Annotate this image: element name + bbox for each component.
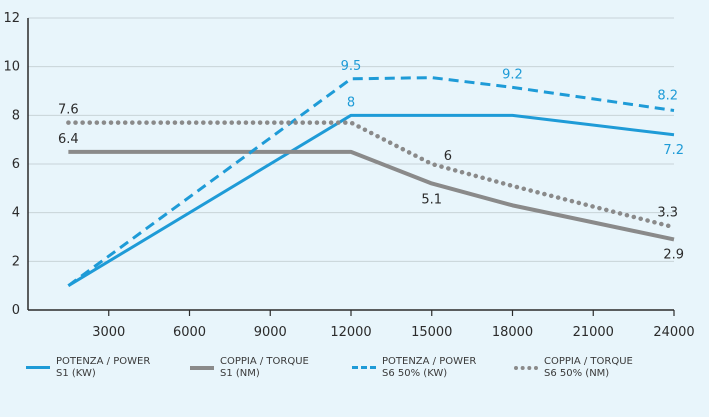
legend-swatch-torque-s1 xyxy=(190,366,214,370)
x-tick-label: 21000 xyxy=(573,325,614,340)
legend: POTENZA / POWER S1 (KW) COPPIA / TORQUE … xyxy=(0,352,709,412)
x-tick-label: 6000 xyxy=(173,325,206,340)
x-tick-label: 15000 xyxy=(411,325,452,340)
y-tick-label: 6 xyxy=(12,157,20,172)
grid-lines xyxy=(28,17,674,262)
legend-label-line1: POTENZA / POWER xyxy=(56,356,151,367)
legend-label-line1: POTENZA / POWER xyxy=(382,356,477,367)
data-label-power-s6: 9.2 xyxy=(502,67,523,82)
y-tick-label: 0 xyxy=(12,303,20,318)
series-line-power-s1 xyxy=(67,113,675,287)
x-tick-label: 9000 xyxy=(254,325,287,340)
y-tick-label: 4 xyxy=(12,206,20,221)
series-line-torque-s1 xyxy=(68,149,675,242)
legend-swatch-torque-s6 xyxy=(514,366,538,370)
y-tick-label: 12 xyxy=(3,11,20,26)
y-tick-label: 8 xyxy=(12,108,20,123)
data-label-torque-s1: 2.9 xyxy=(663,247,684,262)
data-label-power-s6: 8.2 xyxy=(657,88,678,103)
legend-swatch-power-s6 xyxy=(352,366,376,369)
series-line-power-s6 xyxy=(67,76,675,287)
legend-label-line2: S1 (KW) xyxy=(56,368,96,379)
y-tick-labels: 0 2 4 6 8 10 12 xyxy=(3,11,20,318)
series-lines xyxy=(66,76,677,287)
x-tick-label: 24000 xyxy=(653,325,694,340)
legend-swatch-power-s1 xyxy=(26,366,50,369)
x-tick-label: 18000 xyxy=(492,325,533,340)
data-label-torque-s1: 6.4 xyxy=(58,132,79,147)
y-tick-label: 10 xyxy=(3,60,20,75)
legend-label-line1: COPPIA / TORQUE xyxy=(544,356,633,367)
series-line-torque-s6 xyxy=(66,120,677,230)
legend-label-line1: COPPIA / TORQUE xyxy=(220,356,309,367)
legend-label-line2: S6 50% (NM) xyxy=(544,368,610,379)
data-label-power-s1: 8 xyxy=(347,95,355,110)
data-label-torque-s6: 6 xyxy=(444,149,452,164)
x-tick-label: 12000 xyxy=(330,325,371,340)
y-tick-label: 2 xyxy=(12,254,20,269)
x-tick-label: 3000 xyxy=(92,325,125,340)
legend-label-power-s6: POTENZA / POWER S6 50% (KW) xyxy=(382,356,522,380)
legend-label-torque-s6: COPPIA / TORQUE S6 50% (NM) xyxy=(544,356,684,380)
legend-label-line2: S6 50% (KW) xyxy=(382,368,448,379)
data-label-power-s1: 7.2 xyxy=(663,143,684,158)
legend-label-torque-s1: COPPIA / TORQUE S1 (NM) xyxy=(220,356,360,380)
data-label-torque-s1: 5.1 xyxy=(421,192,442,207)
data-label-torque-s6: 3.3 xyxy=(657,205,678,220)
line-chart: 0 2 4 6 8 10 12 3000 6000 9000 12000 15000 18000 210… xyxy=(3,11,695,340)
legend-label-line2: S1 (NM) xyxy=(220,368,260,379)
x-tick-labels: 3000 6000 9000 12000 15000 18000 21000 24000 xyxy=(92,310,695,340)
legend-label-power-s1: POTENZA / POWER S1 (KW) xyxy=(56,356,196,380)
data-label-torque-s6: 7.6 xyxy=(58,103,79,118)
data-labels: 8 7.2 6.4 5.1 2.9 9.5 9.2 8.2 7.6 6 3.3 xyxy=(58,59,684,263)
data-label-power-s6: 9.5 xyxy=(341,59,362,74)
